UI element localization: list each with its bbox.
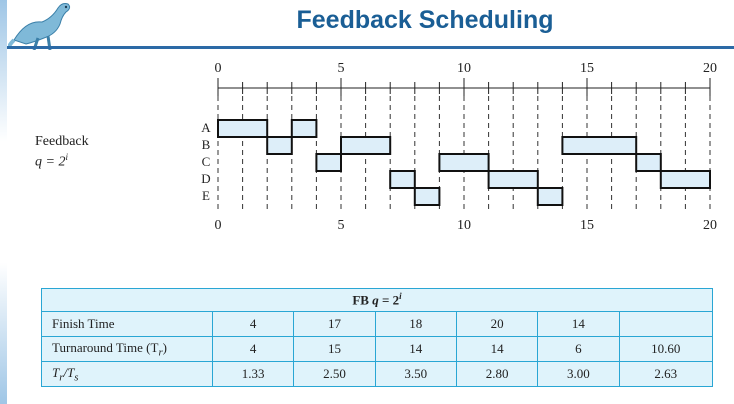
table-row: Turnaround Time (Tr) 4 15 14 14 6 10.60 bbox=[41, 336, 714, 362]
table-cell: 3.00 bbox=[537, 361, 620, 387]
table-cell: 2.63 bbox=[618, 361, 714, 387]
table-header-exponent: i bbox=[399, 291, 402, 302]
gantt-bar-a bbox=[217, 119, 269, 138]
table-header: FB q = 2i bbox=[41, 288, 713, 312]
table-cell: 14 bbox=[455, 336, 539, 362]
gantt-bar-c bbox=[315, 153, 342, 172]
table-cell: 14 bbox=[537, 311, 620, 337]
gantt-bar-c bbox=[635, 153, 662, 172]
process-label-b: B bbox=[202, 137, 211, 152]
table-cell: 1.33 bbox=[211, 361, 295, 387]
table-cell: 18 bbox=[374, 311, 457, 337]
process-label-a: A bbox=[201, 120, 211, 135]
row-label-normalized-turnaround: Tr/Ts bbox=[41, 361, 213, 387]
process-label-d: D bbox=[201, 171, 210, 186]
axis-tick-label-bottom: 15 bbox=[580, 218, 594, 233]
norm-t: T bbox=[52, 364, 60, 380]
table-header-q: q bbox=[372, 292, 379, 308]
table-cell: 6 bbox=[537, 336, 620, 362]
table-cell: 17 bbox=[293, 311, 376, 337]
axis-tick-label-top: 10 bbox=[457, 61, 471, 76]
axis-tick-label-top: 5 bbox=[338, 61, 345, 76]
table-cell: 14 bbox=[374, 336, 457, 362]
axis-tick-label-bottom: 0 bbox=[215, 218, 222, 233]
table-row: Tr/Ts 1.33 2.50 3.50 2.80 3.00 2.63 bbox=[41, 361, 714, 387]
norm-sub-r: r bbox=[59, 371, 64, 384]
gantt-bar-b bbox=[561, 136, 638, 155]
row-label-finish-time: Finish Time bbox=[41, 311, 213, 337]
gantt-bar-e bbox=[413, 187, 441, 206]
table-row: Finish Time 4 17 18 20 14 bbox=[41, 311, 714, 337]
gantt-bar-b bbox=[266, 136, 293, 155]
table-header-eq: = 2 bbox=[378, 292, 400, 308]
gantt-bar-e bbox=[536, 187, 564, 206]
gantt-bar-b bbox=[340, 136, 392, 155]
table-cell: 4 bbox=[211, 336, 295, 362]
table-cell bbox=[618, 311, 714, 337]
axis-tick-label-top: 15 bbox=[580, 61, 594, 76]
turnaround-text: Turnaround Time (T bbox=[52, 339, 159, 355]
formula-exponent: i bbox=[65, 152, 68, 162]
axis-tick-label-bottom: 10 bbox=[457, 218, 471, 233]
formula-text: q = 2 bbox=[35, 154, 66, 170]
table-cell: 2.80 bbox=[455, 361, 539, 387]
norm-mid: /T bbox=[63, 364, 75, 380]
axis-tick-label-top: 0 bbox=[215, 61, 222, 76]
gantt-bar-a bbox=[290, 119, 318, 138]
table-cell: 2.50 bbox=[293, 361, 376, 387]
gantt-bar-d bbox=[389, 170, 416, 189]
gantt-bar-c bbox=[438, 153, 490, 172]
process-label-c: C bbox=[202, 154, 211, 169]
turnaround-end: ) bbox=[162, 339, 167, 355]
axis-tick-label-bottom: 5 bbox=[338, 218, 345, 233]
title-divider bbox=[7, 46, 734, 49]
gantt-bar-d bbox=[659, 170, 711, 189]
page-title: Feedback Scheduling bbox=[296, 6, 554, 34]
table-cell: 3.50 bbox=[374, 361, 457, 387]
process-label-e: E bbox=[202, 188, 210, 203]
feedback-label: Feedback bbox=[35, 134, 89, 149]
norm-sub-s: s bbox=[74, 371, 79, 384]
row-label-turnaround-time: Turnaround Time (Tr) bbox=[41, 336, 213, 362]
quantum-formula: q = 2i bbox=[35, 152, 68, 171]
table-header-row: FB q = 2i bbox=[41, 288, 713, 312]
table-cell: 4 bbox=[211, 311, 295, 337]
left-decorative-band bbox=[0, 0, 7, 404]
axis-tick-label-bottom: 20 bbox=[703, 218, 717, 233]
table-cell: 20 bbox=[455, 311, 539, 337]
axis-tick-label-top: 20 bbox=[703, 61, 717, 76]
table-header-text: FB bbox=[352, 292, 373, 308]
results-table: FB q = 2i Finish Time 4 17 18 20 14 Turn… bbox=[41, 288, 714, 387]
table-cell: 15 bbox=[293, 336, 376, 362]
gantt-bar-d bbox=[487, 170, 539, 189]
turnaround-sub: r bbox=[158, 346, 163, 359]
table-cell: 10.60 bbox=[618, 336, 714, 362]
